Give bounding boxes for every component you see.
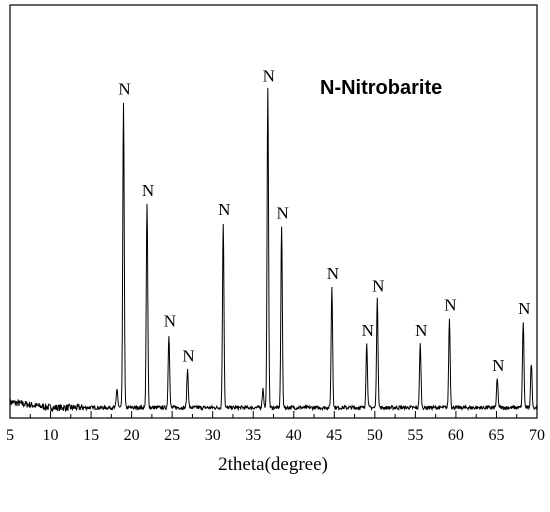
peak-label: N — [327, 264, 339, 283]
x-tick-label: 55 — [407, 427, 423, 444]
peak-label: N — [372, 277, 384, 296]
peak-label: N — [218, 200, 230, 219]
peak-label: N — [263, 67, 275, 86]
diffraction-trace — [9, 87, 538, 413]
peak-label: N — [142, 181, 154, 200]
peak-label: N — [444, 296, 456, 315]
x-tick-label: 35 — [245, 427, 261, 444]
peak-label: N — [182, 346, 194, 365]
x-axis-ticks — [9, 411, 538, 418]
x-tick-label: 25 — [164, 427, 180, 444]
x-tick-label: 70 — [529, 427, 545, 444]
x-tick-label: 50 — [367, 427, 383, 444]
x-tick-label: 30 — [205, 427, 221, 444]
peak-label: N — [518, 299, 530, 318]
peak-label: N — [492, 356, 504, 375]
x-tick-label: 65 — [488, 427, 504, 444]
x-axis-tick-labels: 5 10 15 20 25 30 35 40 45 50 55 60 65 70 — [6, 427, 545, 444]
x-tick-label: 40 — [286, 427, 302, 444]
peak-label: N — [164, 312, 176, 331]
x-tick-label: 45 — [326, 427, 342, 444]
peak-label: N — [415, 321, 427, 340]
chart-title: N-Nitrobarite — [320, 77, 442, 99]
peak-label: N — [276, 203, 288, 222]
x-tick-label: 20 — [124, 427, 140, 444]
peak-label: N — [118, 79, 130, 98]
peak-label: N — [362, 321, 374, 340]
x-tick-label: 15 — [83, 427, 99, 444]
x-axis-label: 2theta(degree) — [218, 454, 328, 475]
x-tick-label: 10 — [43, 427, 59, 444]
x-tick-label: 60 — [448, 427, 464, 444]
x-tick-label: 5 — [6, 427, 14, 444]
